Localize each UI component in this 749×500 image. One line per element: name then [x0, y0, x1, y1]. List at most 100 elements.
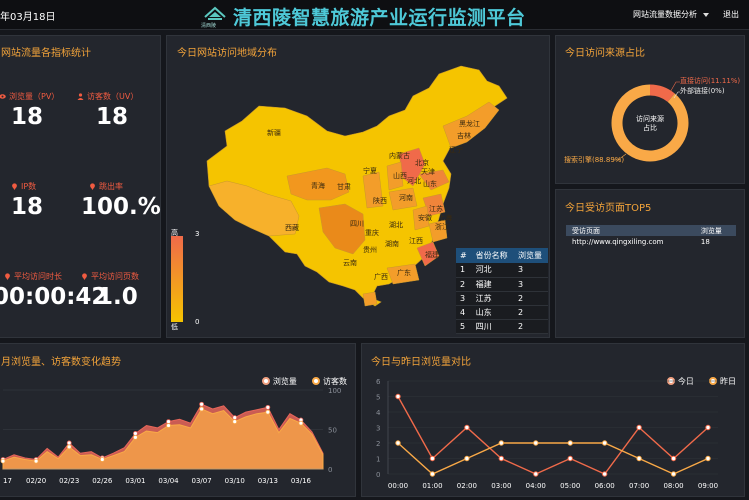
data-point[interactable]	[705, 424, 711, 431]
data-point[interactable]	[0, 458, 6, 464]
current-date: 年03月18日	[0, 12, 56, 23]
data-point[interactable]	[66, 444, 72, 450]
donut-slice-label: 直接访问(11.11%)	[680, 76, 740, 85]
province-label: 北京	[415, 159, 429, 167]
data-point[interactable]	[265, 409, 271, 415]
province-label: 内蒙古	[389, 152, 410, 160]
x-tick-label: 00:00	[388, 482, 408, 490]
brand: 清西陵 清西陵智慧旅游产业运行监测平台	[201, 3, 526, 30]
x-tick-label: 02/20	[26, 477, 46, 485]
province-label: 福建	[425, 251, 439, 259]
data-point[interactable]	[636, 455, 642, 462]
eye-icon	[0, 93, 6, 100]
y-tick-label: 0	[328, 466, 332, 474]
data-point[interactable]	[533, 471, 539, 477]
data-point[interactable]	[533, 440, 539, 446]
donut-slice-label: 外部链接(0%)	[680, 86, 725, 95]
x-tick-label: 02/26	[92, 477, 113, 485]
data-point[interactable]	[166, 423, 171, 428]
data-point[interactable]	[498, 455, 505, 462]
y-tick-label: 1	[376, 456, 380, 464]
data-point[interactable]	[601, 440, 608, 446]
pin-icon	[4, 273, 11, 280]
data-point[interactable]	[601, 471, 608, 477]
y-tick-label: 100	[328, 387, 341, 395]
kpi-value-duration: 00:00:42	[0, 284, 108, 310]
data-point[interactable]	[133, 431, 138, 436]
legend-max: 3	[195, 230, 200, 238]
col-pv: 浏览量	[694, 225, 736, 236]
data-point[interactable]	[429, 455, 436, 462]
data-point[interactable]	[166, 419, 171, 424]
data-point[interactable]	[395, 393, 401, 400]
y-tick-label: 2	[376, 440, 380, 448]
source-panel: 今日访问来源占比 直接访问(11.11%) 外部链接(0%) 搜索引擎(88.89%…	[555, 35, 745, 184]
data-point[interactable]	[464, 424, 470, 431]
legend-high-label: 高	[171, 229, 178, 237]
analysis-dropdown-label: 网站流量数据分析	[633, 10, 697, 19]
donut-slice-搜索引擎[interactable]	[611, 84, 689, 162]
region-henan	[388, 187, 418, 211]
compare-panel: 今日与昨日浏览量对比 今日 昨日 0 1 2 3 4 5 6 00:00 01:00 02:00 0…	[361, 343, 745, 497]
x-tick-label: 02:00	[457, 482, 477, 490]
page-pv: 18	[700, 237, 710, 246]
donut-slice-label: 搜索引擎(88.89%)	[564, 155, 624, 164]
province-label: 新疆	[267, 129, 281, 137]
province-label: 四川	[350, 220, 364, 228]
data-point[interactable]	[99, 457, 105, 462]
data-point[interactable]	[670, 471, 677, 477]
data-point[interactable]	[636, 424, 642, 431]
data-point[interactable]	[199, 406, 205, 412]
top-bar: 年03月18日 清西陵 清西陵智慧旅游产业运行监测平台 网站流量数据分析 退出	[0, 0, 749, 30]
data-point[interactable]	[265, 404, 271, 410]
province-label: 青海	[311, 182, 325, 190]
data-point[interactable]	[298, 420, 304, 426]
province-label: 重庆	[365, 229, 379, 237]
col-rank: #	[456, 248, 472, 263]
kpi-label-pv: 浏览量（PV）	[0, 91, 59, 102]
data-point[interactable]	[33, 458, 39, 464]
legend-dot-icon	[312, 377, 320, 385]
legend-item-uv[interactable]: 访客数	[312, 376, 347, 387]
data-point[interactable]	[464, 455, 470, 462]
data-point[interactable]	[567, 440, 573, 446]
province-rank-table: # 省份名称 浏览量 1 河北 3 2 福建 3 3 江苏 2 4 山东 2 5 四川 2	[456, 248, 548, 334]
data-point[interactable]	[232, 415, 238, 421]
x-tick-label: 03/10	[225, 477, 245, 485]
data-point[interactable]	[567, 455, 573, 462]
province-label: 河北	[407, 177, 421, 185]
data-point[interactable]	[66, 440, 72, 446]
data-point[interactable]	[232, 419, 238, 424]
region-shandong	[418, 169, 450, 191]
data-point[interactable]	[395, 440, 401, 446]
x-tick-label: 07:00	[629, 482, 649, 490]
source-panel-title: 今日访问来源占比	[565, 48, 645, 59]
province-label: 辽宁	[449, 146, 463, 154]
y-tick-label: 0	[376, 471, 380, 479]
legend-item-pv[interactable]: 浏览量	[261, 376, 297, 387]
province-label: 陕西	[373, 197, 387, 205]
kpi-label-duration: 平均访问时长	[4, 271, 62, 282]
data-point[interactable]	[133, 435, 138, 440]
table-row: http://www.qingxiling.com 18	[566, 236, 736, 247]
pin-icon	[89, 183, 96, 190]
province-label: 江苏	[429, 205, 443, 213]
data-point[interactable]	[199, 401, 205, 407]
data-point[interactable]	[670, 455, 677, 462]
page-url[interactable]: http://www.qingxiling.com	[572, 237, 664, 246]
province-label: 西藏	[285, 224, 299, 232]
data-point[interactable]	[429, 471, 436, 477]
logout-button[interactable]: 退出	[723, 10, 739, 19]
source-donut-chart: 直接访问(11.11%)外部链接(0%) 搜索引擎(88.89%) 访问来源占比	[564, 76, 740, 164]
province-label: 江西	[409, 237, 423, 245]
col-pv: 浏览量	[514, 248, 548, 263]
donut-slice-直接访问[interactable]	[649, 84, 675, 103]
analysis-dropdown[interactable]: 网站流量数据分析	[633, 9, 709, 20]
x-tick-label: 03/01	[125, 477, 145, 485]
data-point[interactable]	[705, 455, 711, 462]
y-tick-label: 3	[376, 425, 380, 433]
province-label: 上海	[438, 214, 452, 222]
legend-gradient	[171, 236, 183, 322]
table-header-row: # 省份名称 浏览量	[456, 248, 548, 263]
data-point[interactable]	[498, 440, 505, 446]
